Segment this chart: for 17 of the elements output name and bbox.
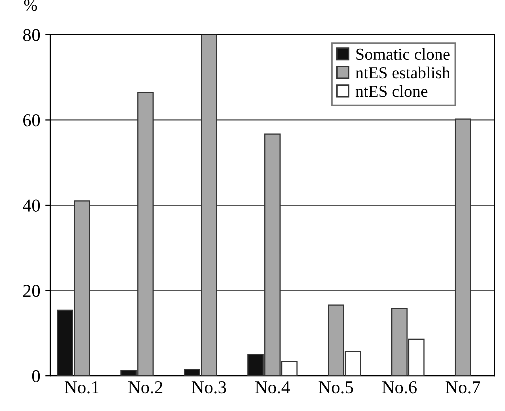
x-tick-label: No.7 bbox=[446, 382, 480, 394]
x-tick-label: No.1 bbox=[64, 382, 99, 394]
x-tick-label: No.3 bbox=[192, 382, 226, 394]
bar bbox=[454, 118, 472, 376]
x-tick-label: No.2 bbox=[128, 382, 163, 394]
y-axis-title: % bbox=[24, 0, 38, 12]
y-tick-label: 0 bbox=[32, 370, 40, 383]
legend-label: ntES establish bbox=[356, 66, 450, 79]
x-tick-label: No.4 bbox=[255, 382, 290, 394]
y-tick-label: 80 bbox=[23, 29, 40, 42]
y-tick-label: 20 bbox=[24, 285, 40, 298]
x-tick-label: No.6 bbox=[382, 382, 417, 394]
y-tick-label: 40 bbox=[23, 200, 40, 212]
legend-label: ntES clone bbox=[356, 85, 428, 98]
y-tick-label: 60 bbox=[24, 114, 40, 127]
x-tick-label: No.5 bbox=[318, 382, 354, 394]
legend-label: Somatic clone bbox=[356, 48, 450, 60]
